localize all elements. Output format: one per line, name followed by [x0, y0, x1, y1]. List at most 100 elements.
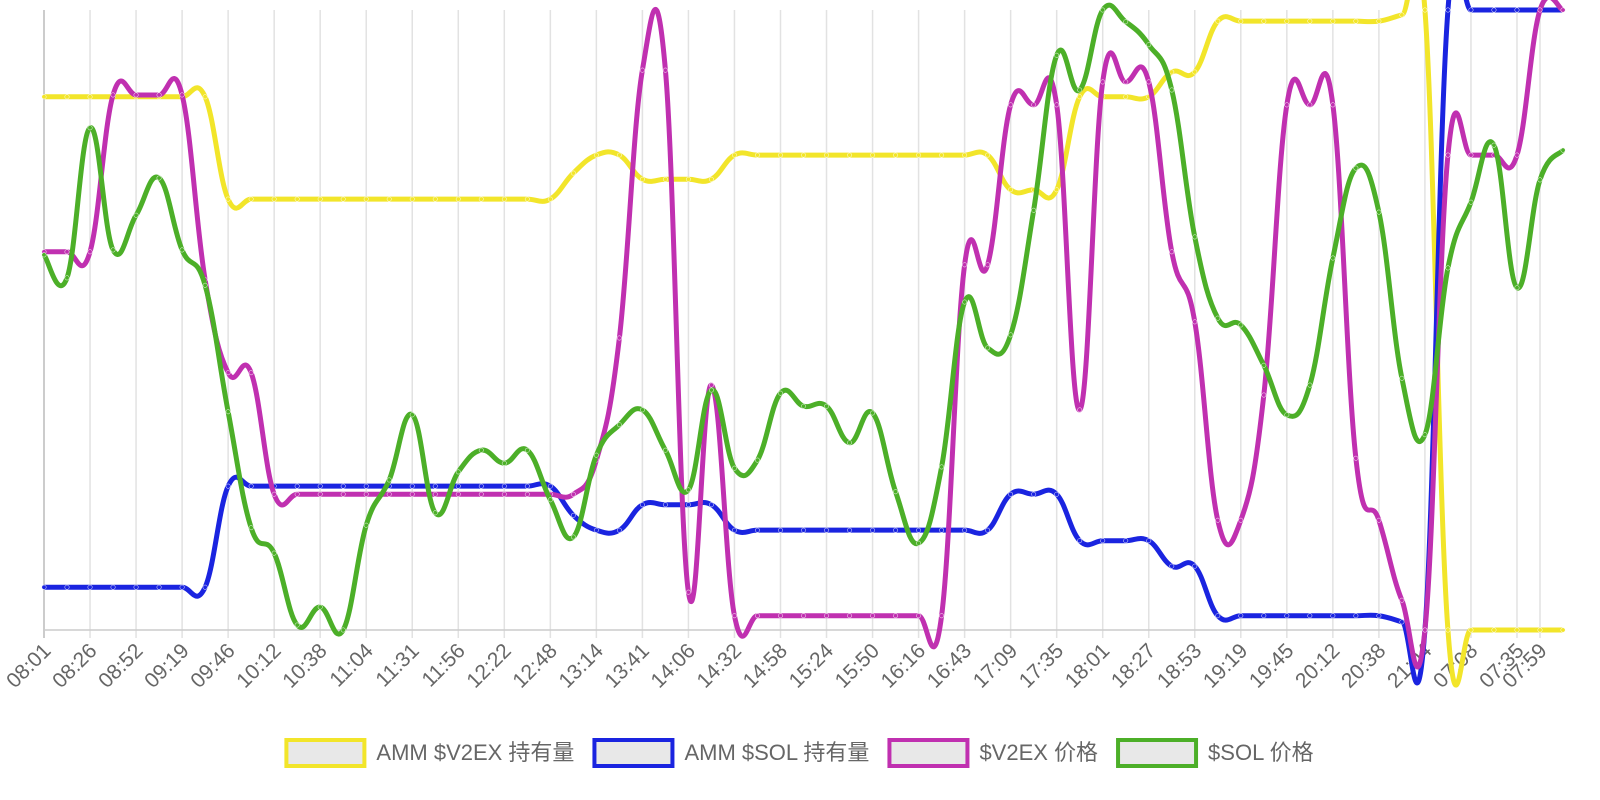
data-point [110, 584, 116, 590]
data-point [156, 92, 162, 98]
data-point [1307, 613, 1313, 619]
data-point [225, 409, 231, 415]
data-point [340, 196, 346, 202]
data-point [1077, 538, 1083, 544]
data-point [1468, 7, 1474, 13]
x-tick-label: 12:22 [462, 639, 515, 692]
data-point [455, 469, 461, 475]
data-point [1284, 412, 1290, 418]
data-point [110, 92, 116, 98]
series-line [44, 0, 1564, 688]
data-point [870, 152, 876, 158]
data-point [409, 491, 415, 497]
data-point [1054, 52, 1060, 58]
data-point [985, 262, 991, 268]
x-tick-label: 08:26 [48, 639, 101, 692]
data-point [1376, 517, 1382, 523]
data-point [962, 527, 968, 533]
data-point [616, 527, 622, 533]
data-point [547, 497, 553, 503]
data-point [732, 527, 737, 533]
data-point [801, 527, 806, 533]
data-point [1054, 102, 1060, 108]
x-tick-label: 14:58 [739, 639, 792, 692]
data-point [732, 613, 737, 619]
legend-swatch [1116, 738, 1199, 768]
data-point [1169, 87, 1175, 93]
data-point [962, 262, 968, 268]
data-point [593, 152, 599, 158]
x-tick-label: 10:12 [232, 639, 285, 692]
data-point [662, 176, 668, 182]
data-point [363, 522, 369, 528]
data-point [386, 196, 392, 202]
data-point [847, 440, 852, 446]
data-point [755, 152, 760, 158]
data-point [1146, 42, 1152, 48]
data-point [455, 491, 461, 497]
data-point [64, 249, 70, 255]
data-point [570, 534, 576, 540]
data-point [317, 196, 323, 202]
x-tick-label: 15:50 [831, 639, 884, 692]
series-line [44, 0, 1565, 670]
data-point [1261, 362, 1267, 368]
data-point [547, 196, 553, 202]
data-point [639, 176, 645, 182]
data-point [1077, 407, 1083, 413]
data-point [501, 483, 507, 489]
data-point [1123, 538, 1129, 544]
data-point [1169, 69, 1175, 75]
data-point [317, 604, 323, 610]
data-point [455, 483, 461, 489]
data-point [916, 540, 922, 546]
data-point [1491, 142, 1497, 148]
data-point [1353, 455, 1359, 461]
x-tick-label: 09:19 [140, 639, 193, 692]
data-point [478, 491, 484, 497]
data-point [1054, 491, 1060, 497]
data-point [1077, 94, 1083, 100]
data-point [225, 196, 231, 202]
data-point [1491, 627, 1497, 633]
x-tick-label: 17:35 [1015, 639, 1068, 692]
x-tick-label: 20:38 [1337, 639, 1390, 692]
data-point [1514, 7, 1520, 13]
data-point [156, 175, 162, 181]
data-point [1399, 597, 1405, 603]
data-point [916, 152, 922, 158]
x-tick-label: 16:16 [877, 639, 930, 692]
data-point [1468, 627, 1474, 633]
data-point [1008, 102, 1014, 108]
data-point [1399, 375, 1405, 381]
data-point [1353, 613, 1359, 619]
data-point [847, 152, 852, 158]
data-point [1261, 613, 1267, 619]
data-point [248, 483, 254, 489]
data-point [1100, 7, 1106, 13]
data-point [1537, 177, 1543, 183]
data-point [732, 465, 737, 471]
data-point [1192, 69, 1198, 75]
data-point [1031, 207, 1037, 213]
data-point [156, 584, 162, 590]
data-point [1284, 613, 1290, 619]
data-point [1422, 7, 1428, 13]
data-point [340, 483, 346, 489]
data-point [985, 152, 991, 158]
x-tick-label: 19:45 [1245, 639, 1298, 692]
data-point [501, 460, 507, 466]
x-tick-label: 13:41 [601, 639, 654, 692]
data-point [708, 382, 714, 388]
data-point [1307, 18, 1313, 24]
data-point [1054, 187, 1060, 193]
data-point [893, 489, 899, 495]
data-point [271, 196, 277, 202]
data-point [1008, 332, 1014, 338]
data-point [824, 613, 829, 619]
data-point [501, 196, 507, 202]
data-point [985, 345, 991, 351]
data-point [1123, 19, 1129, 25]
data-point [939, 527, 945, 533]
data-point [801, 613, 806, 619]
